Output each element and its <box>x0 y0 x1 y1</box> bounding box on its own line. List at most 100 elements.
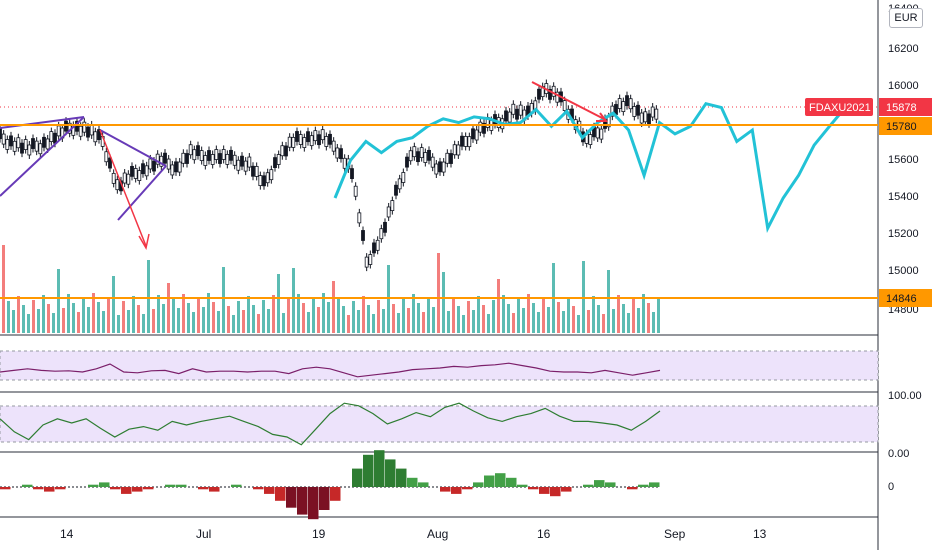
osc-band <box>0 405 879 443</box>
histogram-bar <box>396 468 407 487</box>
rsi-line <box>0 362 661 378</box>
volume-bar <box>572 306 575 333</box>
candle-body <box>207 150 211 161</box>
overlay-series-line <box>333 101 847 233</box>
volume-bar <box>127 310 130 333</box>
candle-body <box>518 104 523 116</box>
candle-body <box>405 156 409 168</box>
volume-bar <box>267 309 270 333</box>
histogram-bar <box>44 487 55 492</box>
rsi-band <box>0 350 879 381</box>
histogram-bar <box>165 484 176 487</box>
currency-button[interactable]: EUR <box>889 8 923 28</box>
volume-bar <box>107 297 110 333</box>
price-axis[interactable]: 16400 16200 16000 15600 15400 15200 1500… <box>888 3 922 493</box>
volume-bar <box>92 293 95 333</box>
volume-bar <box>422 312 425 333</box>
volume-bar <box>157 295 160 333</box>
symbol-badge: FDAXU2021 15878 <box>805 98 932 116</box>
volume-bar <box>427 298 430 333</box>
candle-body <box>628 98 633 110</box>
trend-line[interactable] <box>117 165 167 221</box>
candle-body <box>42 136 46 148</box>
volume-bar <box>47 304 50 333</box>
volume-bar <box>617 295 620 333</box>
candle-body <box>276 154 281 165</box>
volume-bar <box>657 298 660 333</box>
trend-line[interactable] <box>99 129 167 167</box>
candle-body <box>291 137 296 148</box>
trend-channel-drawing[interactable] <box>0 81 608 251</box>
candle-body <box>225 153 230 165</box>
candle-body <box>515 108 519 120</box>
candle-body <box>221 149 226 160</box>
candle-body <box>647 113 651 125</box>
arrow-line[interactable] <box>99 129 147 247</box>
candle-body <box>445 152 450 164</box>
candle-body <box>1 133 6 145</box>
candle-body <box>537 88 541 100</box>
symbol-badge-bg <box>805 98 873 116</box>
candle-body <box>196 145 200 157</box>
histogram-bar <box>0 487 11 490</box>
candle-body <box>317 134 321 146</box>
candle-body <box>229 149 233 161</box>
price-tick: 16200 <box>888 43 919 55</box>
volume-bar <box>62 308 65 333</box>
candle-body <box>548 89 552 100</box>
candle-body <box>192 149 197 161</box>
candle-body <box>320 129 325 141</box>
volume-bar <box>82 298 85 333</box>
volume-bar <box>527 294 530 333</box>
histogram-bar <box>286 487 297 508</box>
candle-body <box>632 106 637 117</box>
candle-body <box>122 172 127 184</box>
volume-bar <box>542 298 545 333</box>
histogram-bar <box>385 459 396 487</box>
candle-body <box>163 152 167 164</box>
histogram-bar <box>374 450 385 487</box>
volume-bar <box>357 310 360 333</box>
candle-body <box>31 138 35 149</box>
histogram-bar <box>352 468 363 487</box>
date-axis[interactable]: 14 Jul 19 Aug 16 Sep 13 <box>60 527 767 541</box>
candle-body <box>625 95 629 107</box>
volume-bar <box>137 305 140 333</box>
candle-body <box>49 131 54 143</box>
volume-bar <box>247 296 250 333</box>
volume-bar <box>257 314 260 333</box>
volume-bar <box>207 293 210 333</box>
histogram-bar <box>132 487 143 492</box>
volume-bar <box>167 283 170 333</box>
volume-bar <box>632 299 635 333</box>
candle-body <box>155 153 160 165</box>
level-value: 15780 <box>886 121 917 133</box>
trend-line[interactable] <box>0 116 85 197</box>
histogram-bar <box>418 482 429 487</box>
last-price-badge-bg <box>879 98 932 116</box>
candle-body <box>507 111 512 123</box>
candle-body <box>617 98 622 109</box>
histogram-bar <box>407 477 418 487</box>
candle-body <box>141 163 145 175</box>
histogram-bar <box>484 475 495 487</box>
histogram-bar <box>594 480 605 487</box>
volume-bar <box>492 300 495 333</box>
candle-body <box>111 172 116 184</box>
candle-body <box>654 108 659 120</box>
arrow-line[interactable] <box>531 81 607 121</box>
volume-bar <box>557 302 560 333</box>
candle-body <box>353 185 358 197</box>
volume-bar <box>227 306 230 333</box>
histogram-bar <box>198 487 209 490</box>
candle-body <box>324 136 329 147</box>
histogram-bar <box>583 484 594 487</box>
volume-bar <box>287 299 290 333</box>
trend-line[interactable] <box>0 116 85 129</box>
candle-body <box>610 105 615 117</box>
candle-body <box>427 149 431 161</box>
histogram-bar <box>495 473 506 487</box>
candle-body <box>364 256 369 268</box>
volume-bar <box>192 312 195 333</box>
